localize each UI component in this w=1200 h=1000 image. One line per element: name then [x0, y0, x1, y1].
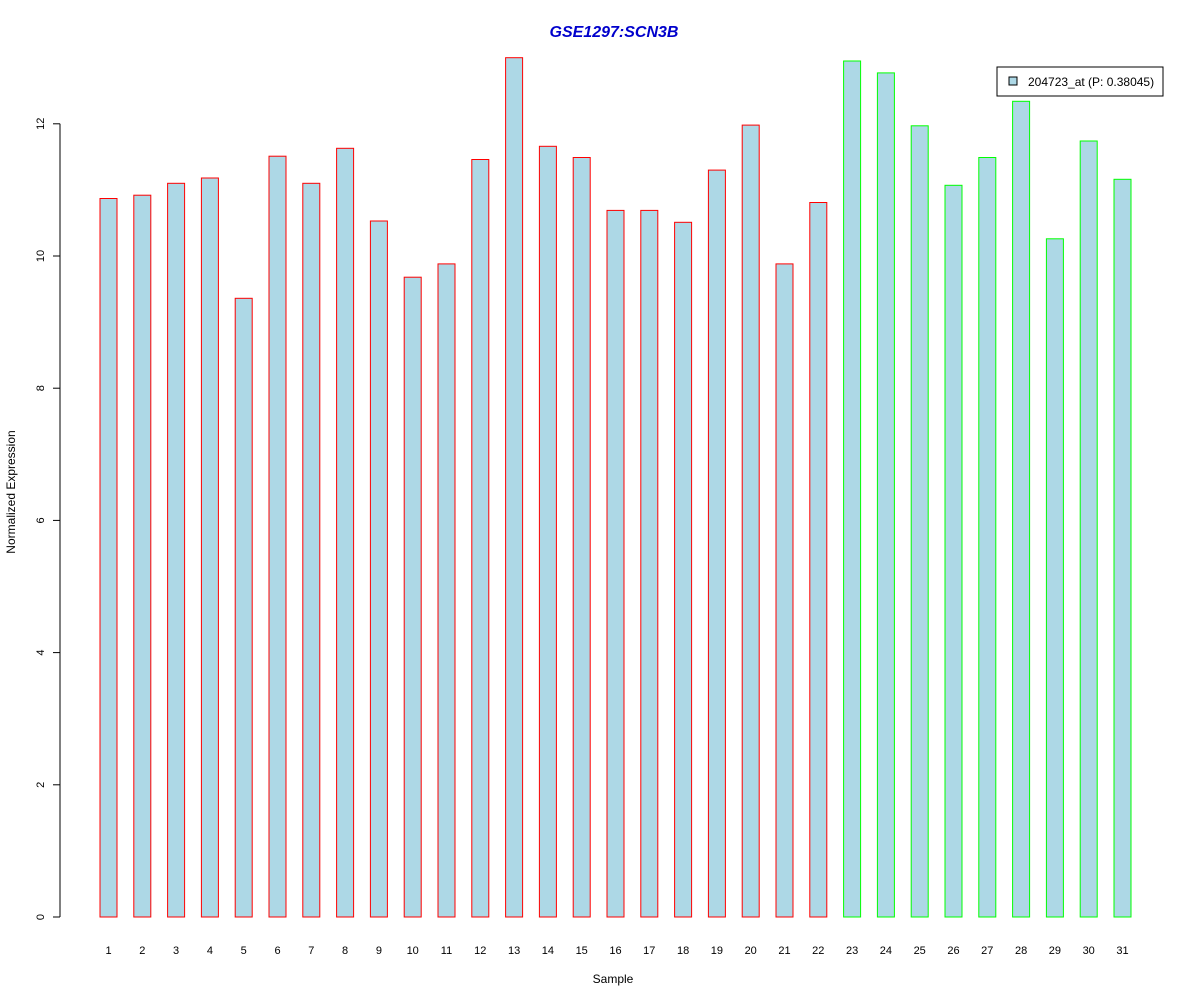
x-tick-label: 16 — [609, 945, 621, 957]
x-tick-label: 4 — [207, 945, 213, 957]
x-tick-label: 25 — [914, 945, 926, 957]
bar-sample-12 — [471, 159, 490, 918]
x-tick-label: 2 — [139, 945, 145, 957]
bar-sample-25 — [910, 125, 929, 918]
x-tick-label: 27 — [981, 945, 993, 957]
x-tick-label: 1 — [105, 945, 111, 957]
bar-sample-31 — [1113, 178, 1132, 918]
x-tick-label: 19 — [711, 945, 723, 957]
bar-sample-5 — [234, 297, 253, 918]
legend-label: 204723_at (P: 0.38045) — [1028, 75, 1154, 89]
bars — [99, 57, 1132, 918]
x-tick-label: 17 — [643, 945, 655, 957]
bar-sample-21 — [775, 263, 794, 918]
x-tick-label: 5 — [241, 945, 247, 957]
x-tick-label: 12 — [474, 945, 486, 957]
y-tick-label: 12 — [35, 118, 47, 130]
y-axis-title: Normalized Expression — [4, 430, 18, 553]
bar-sample-23 — [843, 60, 862, 918]
x-tick-label: 8 — [342, 945, 348, 957]
y-tick-label: 8 — [35, 385, 47, 391]
bar-sample-8 — [336, 147, 355, 918]
bar-sample-27 — [978, 157, 997, 918]
bar-sample-3 — [167, 182, 186, 918]
x-tick-label: 3 — [173, 945, 179, 957]
bar-sample-26 — [944, 184, 963, 918]
x-tick-label: 11 — [441, 945, 452, 957]
bar-sample-16 — [606, 209, 625, 918]
bar-sample-13 — [505, 57, 524, 918]
x-tick-label: 30 — [1083, 945, 1095, 957]
bar-sample-18 — [674, 221, 693, 918]
x-tick-label: 15 — [576, 945, 588, 957]
legend-box — [996, 66, 1164, 97]
y-axis: 0 2 4 6 8 10 12 — [35, 118, 61, 920]
bar-sample-17 — [640, 209, 659, 918]
x-tick-label: 29 — [1049, 945, 1061, 957]
x-tick-label: 24 — [880, 945, 892, 957]
bar-sample-4 — [200, 177, 219, 918]
bar-sample-14 — [538, 145, 557, 918]
bar-sample-15 — [572, 157, 591, 918]
bar-sample-10 — [403, 276, 422, 918]
bar-sample-24 — [876, 72, 895, 918]
y-tick-label: 4 — [35, 650, 47, 656]
legend: 204723_at (P: 0.38045) — [996, 66, 1164, 97]
x-tick-label: 7 — [308, 945, 314, 957]
x-tick-label: 13 — [508, 945, 520, 957]
bar-sample-19 — [707, 169, 726, 918]
bar-sample-28 — [1012, 100, 1031, 918]
bar-sample-7 — [302, 182, 321, 918]
x-tick-label: 20 — [745, 945, 757, 957]
x-tick-label: 23 — [846, 945, 858, 957]
y-tick-label: 10 — [35, 250, 47, 262]
x-axis-title: Sample — [593, 972, 634, 986]
bar-sample-30 — [1079, 140, 1098, 918]
bar-sample-6 — [268, 155, 287, 918]
bar-sample-2 — [133, 194, 152, 918]
bar-sample-9 — [369, 220, 388, 918]
x-tick-label: 6 — [274, 945, 280, 957]
bar-sample-29 — [1045, 238, 1064, 918]
bar-sample-11 — [437, 263, 456, 918]
x-tick-label: 22 — [812, 945, 824, 957]
legend-swatch — [1008, 76, 1018, 86]
bar-sample-20 — [741, 124, 760, 918]
bar-sample-1 — [99, 198, 118, 918]
x-tick-label: 18 — [677, 945, 689, 957]
x-tick-label: 14 — [542, 945, 554, 957]
bar-sample-22 — [809, 202, 828, 918]
x-tick-label: 31 — [1116, 945, 1128, 957]
x-tick-labels: 1 2 3 4 5 6 7 8 9 10 11 12 13 14 15 16 17 18 19 20 21 22 23 24 2… — [105, 945, 1128, 957]
x-tick-label: 9 — [376, 945, 382, 957]
x-tick-label: 21 — [778, 945, 790, 957]
y-tick-label: 6 — [35, 517, 47, 523]
x-tick-label: 10 — [407, 945, 419, 957]
chart-title: GSE1297:SCN3B — [550, 24, 679, 41]
y-tick-label: 0 — [35, 914, 47, 920]
x-tick-label: 26 — [947, 945, 959, 957]
y-tick-label: 2 — [35, 782, 47, 788]
x-tick-label: 28 — [1015, 945, 1027, 957]
